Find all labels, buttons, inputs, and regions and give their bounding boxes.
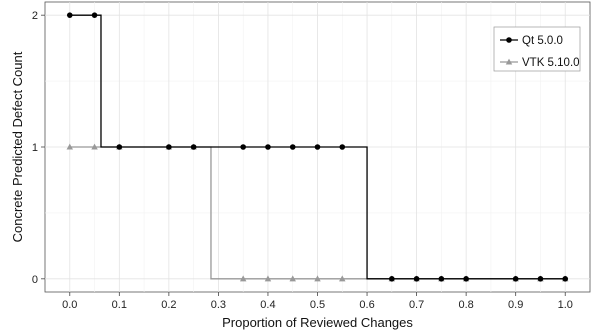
data-point-vtk xyxy=(314,275,321,282)
data-point-vtk xyxy=(239,275,247,282)
data-point-vtk xyxy=(66,143,74,150)
x-tick-label: 0.3 xyxy=(211,299,226,311)
x-tick-label: 0.9 xyxy=(508,299,523,311)
data-point-vtk xyxy=(91,143,98,150)
data-point-vtk xyxy=(264,275,272,282)
data-point-qt xyxy=(289,144,296,150)
data-point-vtk xyxy=(339,275,346,282)
y-tick-label: 0 xyxy=(32,274,38,286)
series-layer xyxy=(66,12,569,282)
x-tick-label: 0.7 xyxy=(409,299,424,311)
y-tick-label: 1 xyxy=(32,142,38,154)
x-tick-label: 1.0 xyxy=(558,299,573,311)
y-tick-label: 2 xyxy=(32,10,38,22)
data-point-qt xyxy=(389,276,395,282)
data-point-qt xyxy=(438,276,445,282)
x-tick-label: 0.0 xyxy=(62,299,77,311)
x-tick-label: 0.5 xyxy=(310,299,325,311)
data-point-qt xyxy=(265,144,271,150)
data-point-qt xyxy=(91,12,98,18)
legend: Qt 5.0.0 VTK 5.10.0 xyxy=(493,26,581,72)
x-tick-label: 0.6 xyxy=(359,299,374,311)
y-axis-title: Concrete Predicted Defect Count xyxy=(10,51,25,242)
legend-key-marker-vtk xyxy=(505,58,513,65)
x-tick-label: 0.1 xyxy=(112,299,127,311)
data-point-qt xyxy=(116,144,123,150)
data-point-qt xyxy=(562,276,569,282)
legend-key-marker-qt xyxy=(506,37,512,43)
data-point-qt xyxy=(314,144,321,150)
data-point-qt xyxy=(190,144,197,150)
data-point-qt xyxy=(413,276,420,282)
x-tick-label: 0.2 xyxy=(161,299,176,311)
legend-label-qt: Qt 5.0.0 xyxy=(522,35,563,47)
x-axis-title: Proportion of Reviewed Changes xyxy=(222,315,413,330)
data-point-vtk xyxy=(289,275,296,282)
x-tick-label: 0.8 xyxy=(458,299,473,311)
data-point-qt xyxy=(339,144,346,150)
legend-label-vtk: VTK 5.10.0 xyxy=(522,57,580,69)
data-point-qt xyxy=(166,144,172,150)
data-point-qt xyxy=(537,276,544,282)
data-point-qt xyxy=(512,276,519,282)
data-point-qt xyxy=(240,144,246,150)
data-point-qt xyxy=(66,12,73,18)
data-point-qt xyxy=(463,276,469,282)
axis-ticks: 0.0 0.1 0.2 0.3 0.4 0.5 0.6 0.7 0.8 0.9 1.0 0 1 2 xyxy=(32,10,573,311)
x-tick-label: 0.4 xyxy=(260,299,275,311)
